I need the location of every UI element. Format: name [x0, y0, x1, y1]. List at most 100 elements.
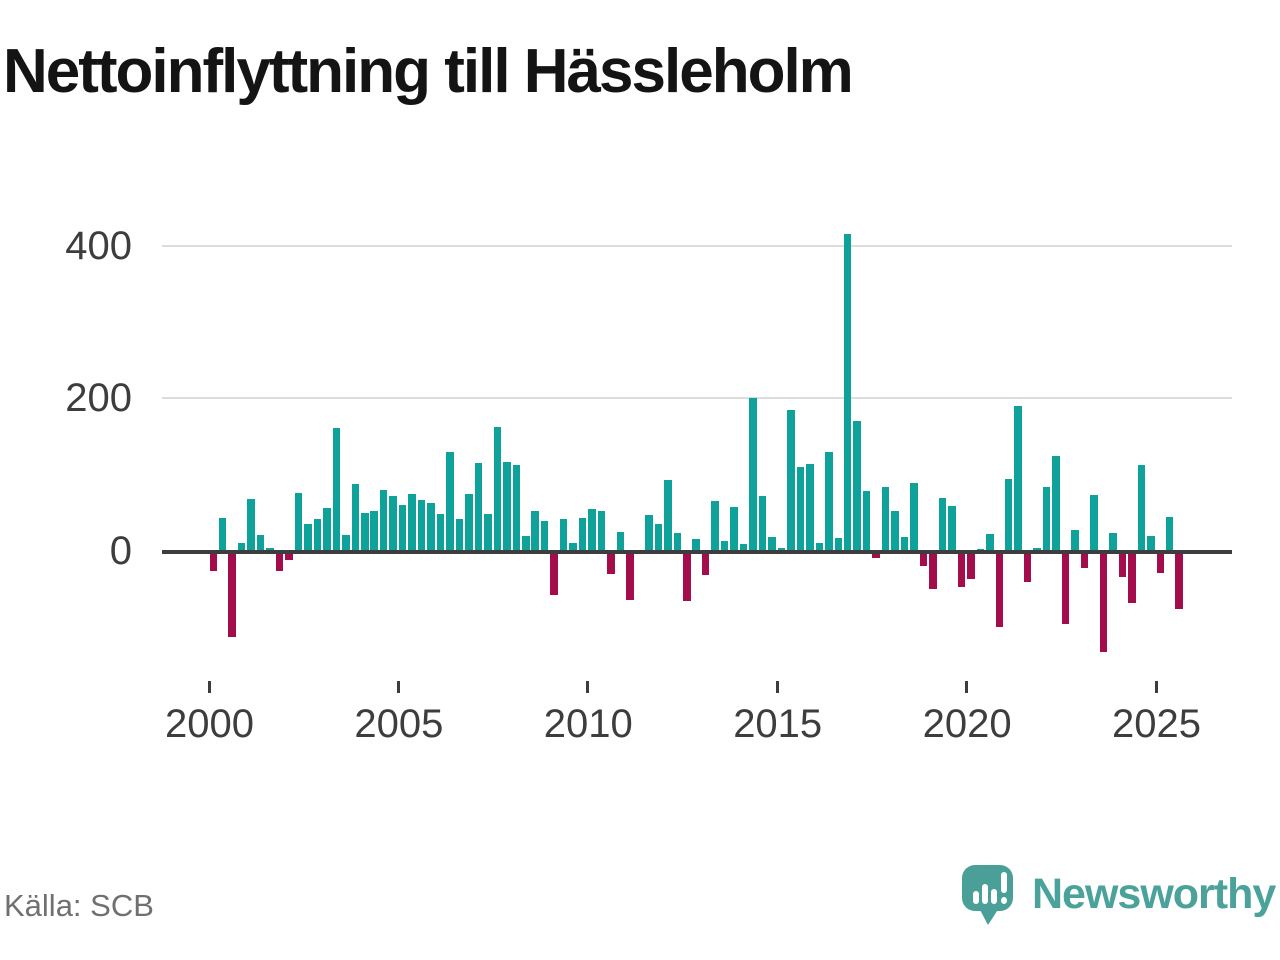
bar-2022-Q1 — [1042, 486, 1051, 551]
bar-2011-Q1 — [626, 553, 634, 601]
bar-2008-Q4 — [540, 521, 549, 551]
bar-2002-Q4 — [313, 518, 322, 551]
bar-2015-Q3 — [796, 466, 805, 551]
bar-2020-Q1 — [967, 553, 975, 579]
bar-2007-Q4 — [503, 462, 511, 551]
bar-2024-Q4 — [1147, 535, 1155, 551]
y-axis-label-200: 200 — [65, 376, 132, 421]
bar-2003-Q1 — [323, 508, 331, 551]
bar-2013-Q4 — [730, 507, 738, 551]
bar-2025-Q2 — [1165, 517, 1174, 551]
x-axis-label-2020: 2020 — [922, 702, 1012, 746]
bar-2021-Q4 — [1033, 547, 1041, 551]
x-axis-label-2015: 2015 — [733, 702, 823, 746]
bar-2016-Q1 — [815, 543, 824, 551]
bar-2016-Q2 — [825, 451, 833, 551]
bar-2009-Q1 — [550, 553, 558, 595]
bar-2002-Q3 — [304, 523, 312, 551]
bar-2023-Q3 — [1099, 553, 1108, 653]
bar-2018-Q2 — [900, 537, 909, 551]
bar-2024-Q1 — [1118, 553, 1127, 577]
bar-2015-Q1 — [777, 547, 786, 551]
bar-2022-Q3 — [1061, 553, 1070, 625]
bar-2012-Q2 — [673, 533, 682, 551]
bar-2024-Q3 — [1137, 465, 1146, 551]
bar-2014-Q1 — [739, 544, 748, 551]
bar-2010-Q2 — [597, 510, 606, 551]
newsworthy-logo-icon — [962, 865, 1013, 911]
bar-2010-Q4 — [616, 531, 625, 551]
bar-2007-Q2 — [484, 513, 492, 551]
bar-2024-Q2 — [1128, 553, 1136, 604]
logo-tail — [979, 908, 999, 925]
bar-2022-Q2 — [1052, 455, 1060, 551]
x-tick-2020 — [965, 681, 969, 693]
bar-2011-Q3 — [645, 515, 653, 551]
bar-2005-Q1 — [398, 505, 407, 551]
bar-2011-Q4 — [654, 523, 663, 551]
bar-2008-Q3 — [531, 511, 539, 551]
bar-2023-Q1 — [1080, 553, 1089, 568]
gridline-200 — [162, 397, 1232, 400]
bar-2005-Q3 — [417, 499, 426, 551]
bar-2012-Q3 — [683, 553, 691, 602]
bar-2005-Q4 — [427, 502, 435, 551]
bar-2022-Q4 — [1071, 529, 1079, 551]
bar-2004-Q4 — [389, 496, 397, 551]
bar-2015-Q2 — [787, 409, 795, 551]
bar-2004-Q3 — [379, 489, 388, 551]
bar-2016-Q4 — [843, 234, 852, 551]
bar-2014-Q4 — [768, 537, 776, 551]
bar-2010-Q3 — [607, 553, 615, 575]
bar-2000-Q4 — [237, 543, 246, 551]
bar-2013-Q1 — [701, 553, 710, 576]
bar-2003-Q3 — [342, 534, 350, 551]
bar-2013-Q3 — [720, 541, 729, 551]
bar-2017-Q3 — [872, 553, 880, 559]
bar-2020-Q4 — [995, 553, 1003, 628]
x-axis-label-2005: 2005 — [354, 702, 444, 746]
bar-2004-Q2 — [370, 511, 378, 551]
bar-2020-Q3 — [986, 534, 994, 551]
bar-2006-Q2 — [446, 451, 454, 551]
x-tick-2015 — [775, 681, 779, 693]
bar-2016-Q3 — [834, 538, 843, 551]
bar-2021-Q1 — [1004, 479, 1013, 551]
x-tick-2005 — [396, 681, 400, 693]
x-axis-label-2010: 2010 — [543, 702, 633, 746]
brand-logo: Newsworthy — [962, 862, 1276, 932]
bar-2009-Q4 — [578, 518, 587, 551]
bar-2008-Q1 — [512, 464, 521, 551]
x-axis-label-2000: 2000 — [165, 702, 254, 746]
bar-2021-Q2 — [1014, 405, 1022, 551]
bar-2025-Q1 — [1156, 553, 1164, 573]
x-tick-2000 — [207, 681, 211, 693]
bar-2001-Q2 — [256, 534, 265, 551]
bar-2002-Q2 — [294, 492, 303, 551]
bar-2014-Q2 — [749, 398, 757, 551]
bar-2017-Q4 — [881, 486, 890, 551]
bar-2015-Q4 — [806, 463, 814, 551]
bar-2006-Q4 — [465, 493, 473, 551]
bar-2006-Q3 — [455, 518, 464, 551]
bar-2000-Q2 — [218, 518, 227, 551]
bar-2018-Q3 — [910, 483, 918, 551]
bar-2013-Q2 — [711, 500, 719, 551]
brand-name: Newsworthy — [1032, 870, 1276, 918]
bar-2001-Q4 — [275, 553, 284, 572]
bar-2009-Q2 — [559, 518, 568, 551]
bar-2002-Q1 — [285, 553, 293, 560]
bar-2003-Q4 — [351, 483, 360, 551]
bar-2017-Q1 — [853, 421, 861, 551]
bar-2006-Q1 — [436, 514, 445, 551]
bar-2000-Q3 — [228, 553, 236, 637]
gridline-400 — [162, 244, 1232, 247]
bar-2019-Q2 — [938, 498, 947, 551]
bar-2019-Q1 — [929, 553, 937, 589]
bar-2009-Q3 — [569, 543, 577, 551]
y-axis-label-400: 400 — [65, 223, 132, 268]
bar-2003-Q2 — [332, 428, 341, 551]
x-axis-label-2025: 2025 — [1112, 702, 1201, 746]
x-tick-2010 — [586, 681, 590, 693]
